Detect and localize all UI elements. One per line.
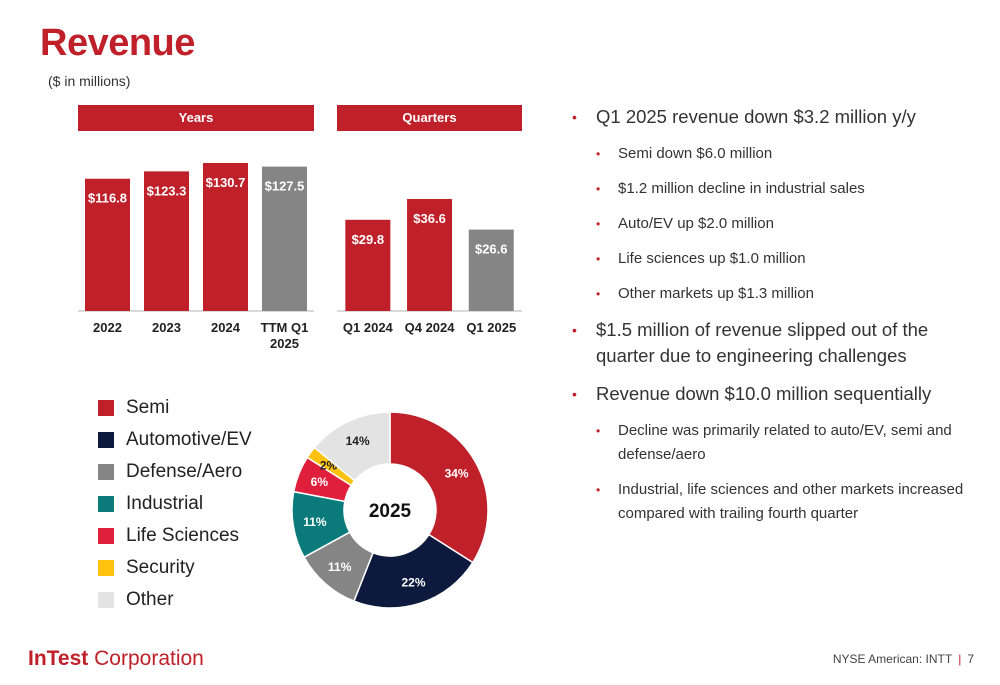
years-bar bbox=[203, 163, 248, 311]
segment-donut-chart: 34%22%11%11%6%2%14%2025 bbox=[291, 411, 489, 609]
years-bar bbox=[262, 166, 307, 311]
exchange-ticker: NYSE American: INTT bbox=[832, 652, 953, 666]
bullet-secondary: Semi down $6.0 million bbox=[570, 142, 990, 166]
legend-item: Other bbox=[98, 584, 252, 616]
legend-label: Defense/Aero bbox=[126, 461, 243, 482]
legend-swatch bbox=[98, 592, 114, 608]
donut-slice-label: 6% bbox=[311, 475, 329, 489]
legend-label: Security bbox=[126, 557, 195, 578]
legend-swatch bbox=[98, 528, 114, 544]
years-bar bbox=[144, 171, 189, 311]
units-note: ($ in millions) bbox=[48, 73, 131, 89]
quarters-tick-label: Q1 2025 bbox=[466, 320, 516, 335]
years-data-label: $116.8 bbox=[88, 191, 127, 206]
page-number: 7 bbox=[967, 652, 974, 666]
donut-slice-label: 11% bbox=[328, 560, 352, 574]
bullet-secondary: Life sciences up $1.0 million bbox=[570, 247, 990, 271]
legend-item: Automotive/EV bbox=[98, 424, 252, 456]
years-tick-label: TTM Q1 bbox=[261, 320, 309, 335]
footer-separator: | bbox=[958, 652, 962, 666]
quarters-panel-header: Quarters bbox=[337, 105, 522, 131]
bullet-secondary: $1.2 million decline in industrial sales bbox=[570, 177, 990, 201]
legend-swatch bbox=[98, 464, 114, 480]
quarters-bar bbox=[468, 229, 514, 311]
quarters-tick-label: Q1 2024 bbox=[343, 320, 394, 335]
years-tick-label: 2025 bbox=[270, 336, 299, 351]
years-data-label: $127.5 bbox=[265, 179, 305, 194]
legend-swatch bbox=[98, 432, 114, 448]
legend-swatch bbox=[98, 496, 114, 512]
legend-item: Industrial bbox=[98, 488, 252, 520]
donut-slice-label: 11% bbox=[303, 515, 327, 529]
bullet-primary: $1.5 million of revenue slipped out of t… bbox=[570, 317, 990, 369]
bullet-primary: Revenue down $10.0 million sequentially bbox=[570, 381, 990, 407]
legend-label: Other bbox=[126, 589, 174, 610]
legend-label: Life Sciences bbox=[126, 525, 240, 546]
quarters-data-label: $29.8 bbox=[352, 232, 385, 247]
legend-swatch bbox=[98, 400, 114, 416]
bullet-primary: Q1 2025 revenue down $3.2 million y/y bbox=[570, 104, 990, 130]
years-panel-header: Years bbox=[78, 105, 314, 131]
years-data-label: $123.3 bbox=[147, 183, 187, 198]
bullet-secondary: Decline was primarily related to auto/EV… bbox=[570, 419, 990, 467]
years-tick-label: 2023 bbox=[152, 320, 181, 335]
years-tick-label: 2024 bbox=[211, 320, 241, 335]
donut-slice-label: 22% bbox=[401, 575, 425, 589]
commentary-bullets: Q1 2025 revenue down $3.2 million y/y Sem… bbox=[570, 104, 990, 537]
revenue-bar-charts: $116.8 2022 $123.3 2023 $130.7 2024 $127.5 TTM … bbox=[78, 163, 522, 351]
legend-label: Semi bbox=[126, 397, 170, 418]
donut-legend: Semi Automotive/EV Defense/Aero Industrial L… bbox=[98, 392, 252, 616]
quarters-data-label: $26.6 bbox=[475, 242, 508, 257]
legend-item: Security bbox=[98, 552, 252, 584]
quarters-bar bbox=[345, 219, 391, 311]
page-title: Revenue bbox=[40, 22, 195, 64]
quarters-tick-label: Q4 2024 bbox=[405, 320, 456, 335]
donut-slice bbox=[313, 411, 391, 482]
footer: NYSE American: INTT | 7 bbox=[833, 652, 974, 666]
quarters-data-label: $36.6 bbox=[413, 211, 446, 226]
years-tick-label: 2022 bbox=[93, 320, 122, 335]
quarters-bar bbox=[407, 199, 453, 311]
bullet-secondary: Industrial, life sciences and other mark… bbox=[570, 478, 990, 526]
company-logo: InTest Corporation bbox=[28, 647, 204, 670]
legend-item: Life Sciences bbox=[98, 520, 252, 552]
donut-slice bbox=[352, 533, 474, 609]
years-data-label: $130.7 bbox=[206, 175, 246, 190]
donut-center-label: 2025 bbox=[369, 501, 412, 522]
bullet-secondary: Auto/EV up $2.0 million bbox=[570, 212, 990, 236]
legend-label: Industrial bbox=[126, 493, 204, 514]
donut-slice bbox=[389, 411, 489, 564]
donut-slice-label: 34% bbox=[445, 466, 469, 480]
years-bar bbox=[85, 178, 130, 311]
legend-item: Semi bbox=[98, 392, 252, 424]
legend-label: Automotive/EV bbox=[126, 429, 252, 450]
bullet-secondary: Other markets up $1.3 million bbox=[570, 282, 990, 306]
legend-item: Defense/Aero bbox=[98, 456, 252, 488]
legend-swatch bbox=[98, 560, 114, 576]
donut-slice-label: 14% bbox=[346, 434, 370, 448]
